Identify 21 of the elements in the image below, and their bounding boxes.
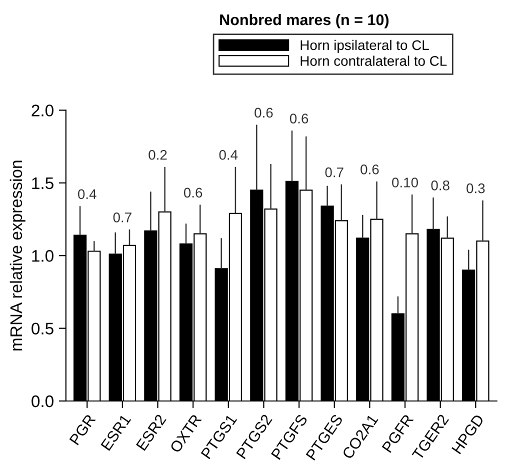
annotation: 0.2 — [148, 150, 167, 160]
annotation: 0.10 — [392, 178, 418, 188]
legend-label: Horn ipsilateral to CL — [300, 40, 429, 53]
legend-label: Horn contralateral to CL — [300, 56, 447, 66]
annotation: 0.8 — [431, 180, 450, 190]
y-axis-title: mRNA relative expression — [10, 160, 26, 350]
annotation: 0.6 — [254, 108, 273, 118]
y-tick-label: 0.5 — [32, 322, 54, 335]
annotation: 0.7 — [113, 212, 132, 222]
annotation: 0.6 — [290, 114, 308, 124]
annotation: 0.4 — [219, 150, 238, 160]
y-tick-label: 1.5 — [32, 177, 54, 190]
annotation: 0.7 — [325, 167, 344, 178]
annotation: 0.6 — [360, 164, 379, 174]
annotation: 0.3 — [466, 183, 485, 194]
chart-title: Nonbred mares (n = 10) — [220, 14, 389, 28]
y-tick-label: 2.0 — [32, 104, 54, 116]
annotation: 0.6 — [184, 188, 202, 198]
annotation: 0.4 — [78, 189, 96, 200]
y-tick-label: 0.0 — [32, 395, 54, 408]
y-tick-label: 1.0 — [32, 250, 54, 262]
